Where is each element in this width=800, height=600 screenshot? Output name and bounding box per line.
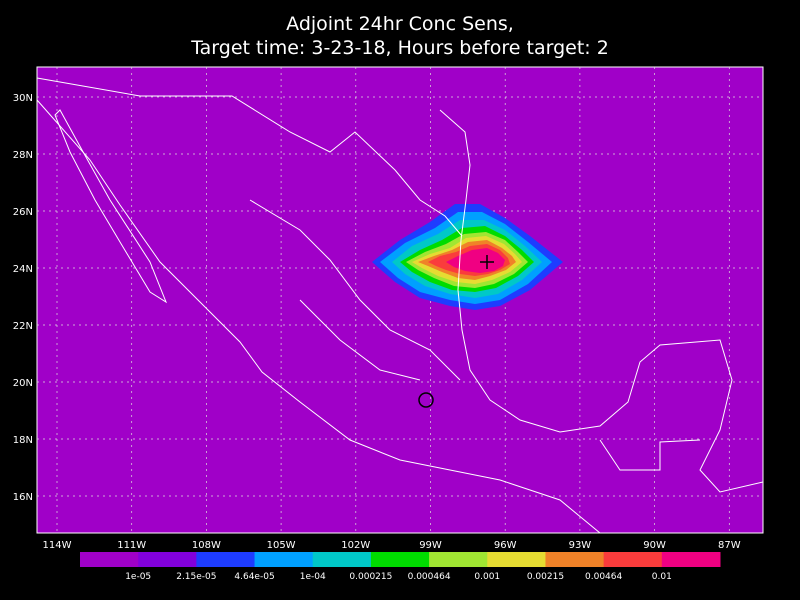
lon-label: 108W bbox=[192, 540, 221, 551]
state-borders bbox=[249, 199, 701, 471]
lat-label: 20N bbox=[13, 378, 33, 389]
lon-label: 90W bbox=[643, 540, 666, 551]
lon-label: 105W bbox=[267, 540, 296, 551]
contour bbox=[446, 248, 505, 273]
lon-label: 114W bbox=[43, 540, 72, 551]
colorbar-label: 1e-05 bbox=[125, 572, 151, 582]
colorbar-box bbox=[603, 552, 663, 567]
colorbar-box bbox=[138, 552, 197, 567]
lat-label: 24N bbox=[13, 264, 33, 275]
title-line: Adjoint 24hr Conc Sens, bbox=[286, 13, 514, 35]
pacific-coast bbox=[36, 99, 601, 534]
gulf-coast bbox=[439, 109, 764, 493]
colorbar-box bbox=[661, 552, 721, 567]
lat-label: 16N bbox=[13, 492, 33, 503]
colorbar-box bbox=[80, 552, 139, 567]
colorbar-label: 0.01 bbox=[652, 572, 672, 582]
lon-label: 111W bbox=[117, 540, 146, 551]
lon-label: 96W bbox=[494, 540, 517, 551]
colorbar-label: 1e-04 bbox=[300, 572, 326, 582]
lat-label: 26N bbox=[13, 207, 33, 218]
colorbar-box bbox=[545, 552, 605, 567]
source-marker bbox=[418, 392, 434, 408]
lon-label: 93W bbox=[569, 540, 592, 551]
lat-label: 22N bbox=[13, 321, 33, 332]
lon-label: 99W bbox=[419, 540, 442, 551]
colorbar-box bbox=[429, 552, 488, 567]
colorbar-label: 0.001 bbox=[474, 572, 500, 582]
sensitivity-field bbox=[372, 204, 563, 310]
baja-california bbox=[54, 109, 168, 304]
graticule bbox=[37, 67, 763, 533]
lon-label: 102W bbox=[341, 540, 370, 551]
target-marker bbox=[480, 255, 494, 269]
us-border bbox=[36, 77, 463, 237]
colorbar-label: 0.00464 bbox=[585, 572, 622, 582]
colorbar-box bbox=[487, 552, 546, 567]
lat-label: 18N bbox=[13, 435, 33, 446]
colorbar-box bbox=[312, 552, 372, 567]
title-line: Target time: 3-23-18, Hours before targe… bbox=[190, 37, 609, 59]
colorbar-label: 2.15e-05 bbox=[176, 572, 216, 582]
lat-label: 30N bbox=[13, 93, 33, 104]
lat-label: 28N bbox=[13, 150, 33, 161]
colorbar: 1e-05 2.15e-05 4.64e-05 1e-04 0.000215 0.0004… bbox=[80, 552, 721, 582]
coastlines bbox=[36, 77, 764, 534]
map-area bbox=[36, 66, 764, 534]
lon-label: 87W bbox=[718, 540, 741, 551]
colorbar-box bbox=[254, 552, 314, 567]
colorbar-label: 0.000215 bbox=[349, 572, 392, 582]
colorbar-box bbox=[196, 552, 256, 567]
colorbar-label: 0.000464 bbox=[408, 572, 451, 582]
colorbar-label: 0.00215 bbox=[527, 572, 564, 582]
colorbar-box bbox=[370, 552, 430, 567]
colorbar-label: 4.64e-05 bbox=[234, 572, 274, 582]
